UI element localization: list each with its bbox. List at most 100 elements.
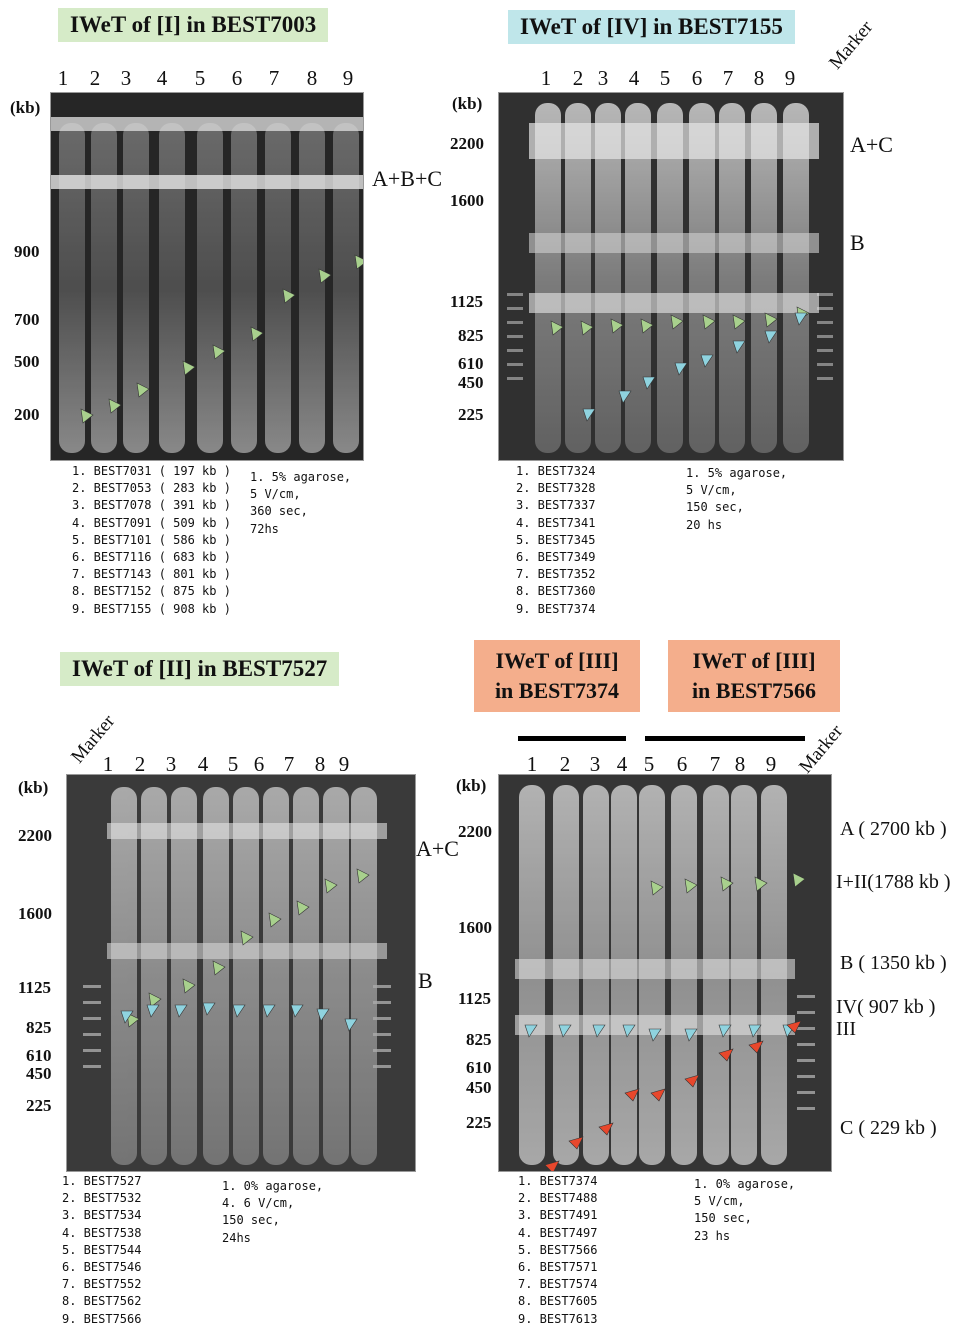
legend-item: 7. BEST7352 [516,567,596,582]
panel1-conditions: 1. 5% agarose, 5 V/cm, 360 sec, 72hs [250,469,351,538]
title-line: IWeT of [III] [495,648,619,673]
size-label: 225 [26,1096,52,1115]
panel4-gel-image [498,774,832,1172]
title-line: IWeT of [III] [692,648,816,673]
condition-line: 4. 6 V/cm, [222,1196,295,1211]
panel1-title: IWeT of [I] in BEST7003 [58,8,329,42]
size-label: 1125 [18,978,52,997]
legend-item: 6. BEST7349 [516,550,596,565]
band-label: A+C [850,132,893,157]
lane-number: 4 [197,752,209,776]
lane-number: 9 [765,752,777,776]
size-label: 1600 [450,191,484,210]
panel4-title-b: IWeT of [III] in BEST7566 [668,640,840,712]
band-label: A+B+C [372,166,443,191]
panel1-gel-image [50,92,364,461]
lane-number: 3 [165,752,177,776]
legend-item: 7. BEST7552 [62,1277,142,1292]
panel2-conditions: 1. 5% agarose, 5 V/cm, 150 sec, 20 hs [686,465,787,534]
panel4-legend: 1. BEST7374 2. BEST7488 3. BEST7491 4. BEST… [518,1173,597,1324]
marker-label: Marker [795,721,848,778]
band-label: B [418,968,433,993]
legend-item: 5. BEST7101 ( 586 kb ) [72,532,231,547]
size-label: 200 [14,405,40,424]
condition-line: 23 hs [694,1228,731,1243]
lane-number: 5 [194,66,206,90]
band-label: B ( 1350 kb ) [840,952,947,974]
group-bar [645,736,805,741]
condition-line: 24hs [222,1230,251,1245]
legend-item: 6. BEST7116 ( 683 kb ) [72,550,231,565]
lane-number: 9 [338,752,350,776]
panel3-legend: 1. BEST7527 2. BEST7532 3. BEST7534 4. BEST… [62,1173,141,1324]
kb-unit-label: (kb) [10,98,41,117]
legend-item: 1. BEST7324 [516,464,596,478]
title-line: in BEST7566 [691,678,817,703]
size-label: 1600 [18,904,52,923]
lane-number: 6 [691,66,703,90]
group-bar [518,736,626,741]
panel2-gel-image [498,92,844,461]
panel3-conditions: 1. 0% agarose, 4. 6 V/cm, 150 sec, 24hs [222,1178,323,1247]
panel2-title: IWeT of [IV] in BEST7155 [508,10,795,44]
legend-item: 6. BEST7546 [62,1260,142,1275]
band-label: A ( 2700 kb ) [840,818,947,840]
legend-item: 7. BEST7143 ( 801 kb ) [72,567,231,582]
legend-item: 3. BEST7534 [62,1208,142,1223]
lane-number: 9 [784,66,796,90]
size-label: 825 [26,1018,52,1037]
lane-number: 1 [526,752,538,776]
panel4-title-a: IWeT of [III] in BEST7374 [474,640,640,712]
legend-item: 9. BEST7374 [516,601,596,616]
lane-number: 1 [102,752,114,776]
legend-item: 8. BEST7605 [518,1294,598,1309]
size-label: 1125 [458,989,492,1008]
lane-number: 7 [722,66,734,90]
legend-item: 1. BEST7031 ( 197 kb ) [72,464,231,478]
lane-number: 8 [306,66,318,90]
condition-line: 150 sec, [694,1211,752,1226]
legend-item: 2. BEST7532 [62,1191,142,1206]
legend-item: 3. BEST7491 [518,1208,598,1223]
marker-label: Marker [825,17,878,74]
lane-number: 4 [628,66,640,90]
legend-item: 2. BEST7328 [516,481,596,496]
size-label: 610 [26,1046,52,1065]
lane-number: 3 [120,66,132,90]
condition-line: 1. 5% agarose, [250,470,352,484]
size-label: 825 [458,326,484,345]
size-label: 450 [26,1064,52,1083]
lane-number: 7 [283,752,295,776]
lane-number: 7 [709,752,721,776]
size-label: 2200 [450,134,484,153]
lane-number: 3 [589,752,601,776]
size-label: 900 [14,242,40,261]
lane-number: 8 [314,752,326,776]
lane-number: 5 [643,752,655,776]
lane-number: 2 [89,66,101,90]
band-label: C ( 229 kb ) [840,1117,937,1139]
condition-line: 1. 0% agarose, [222,1179,324,1193]
size-label: 2200 [458,822,492,841]
condition-line: 150 sec, [686,500,744,515]
legend-item: 4. BEST7091 ( 509 kb ) [72,515,231,530]
legend-item: 3. BEST7337 [516,498,596,513]
lane-number: 3 [597,66,609,90]
legend-item: 1. BEST7527 [62,1174,142,1188]
legend-item: 9. BEST7613 [518,1311,598,1324]
panel2-legend: 1. BEST7324 2. BEST7328 3. BEST7337 4. BEST… [516,463,595,618]
lane-number: 2 [572,66,584,90]
lane-number: 8 [734,752,746,776]
panel4-conditions: 1. 0% agarose, 5 V/cm, 150 sec, 23 hs [694,1176,795,1245]
legend-item: 8. BEST7152 ( 875 kb ) [72,584,231,599]
lane-number: 9 [342,66,354,90]
legend-item: 8. BEST7360 [516,584,596,599]
panel1-legend: 1. BEST7031 ( 197 kb ) 2. BEST7053 ( 283 … [72,463,231,618]
lane-number: 7 [268,66,280,90]
lane-number: 6 [231,66,243,90]
size-label: 610 [466,1058,492,1077]
kb-unit-label: (kb) [456,776,487,795]
panel3-gel-image [66,774,416,1172]
legend-item: 7. BEST7574 [518,1277,598,1292]
lane-number: 2 [559,752,571,776]
